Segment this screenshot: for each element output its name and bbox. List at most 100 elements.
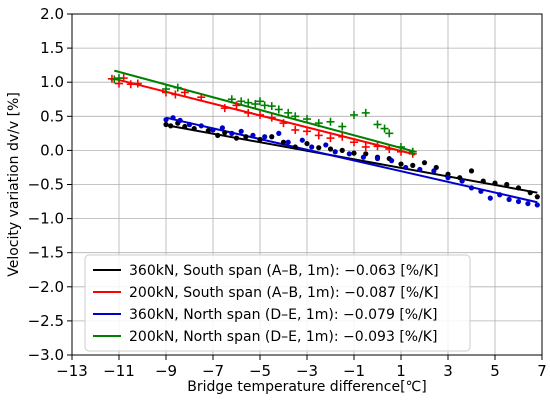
series-2-point <box>487 195 493 201</box>
series-0-point <box>205 128 211 134</box>
y-tick-label: −3.0 <box>28 346 64 364</box>
series-1-fit-line <box>114 77 416 156</box>
series-1-point <box>303 127 311 136</box>
series-0-point <box>163 121 169 128</box>
series-0-point <box>398 161 404 167</box>
series-0-point <box>215 132 221 138</box>
series-3-point <box>227 95 236 104</box>
series-0-point <box>515 185 522 191</box>
y-tick-label: −0.5 <box>28 176 64 194</box>
x-tick-label: −3 <box>296 362 318 380</box>
series-2-point <box>506 196 512 203</box>
x-tick-label: −11 <box>103 362 135 380</box>
y-tick-label: 2.0 <box>40 5 64 23</box>
series-0-point <box>421 160 428 166</box>
series-0-point <box>504 181 510 188</box>
series-2-point <box>210 127 216 133</box>
series-2-point <box>403 164 409 171</box>
series-1-point <box>171 90 180 99</box>
series-2-point <box>323 142 329 148</box>
series-2-point <box>262 134 268 140</box>
series-3-point <box>350 110 358 119</box>
series-0-point <box>292 144 298 150</box>
series-2-point <box>459 178 465 184</box>
series-3-point <box>251 100 260 109</box>
series-1-point <box>291 125 300 134</box>
y-tick-label: −2.0 <box>28 278 64 296</box>
x-tick-label: −13 <box>56 362 88 380</box>
data-points <box>107 74 540 208</box>
legend: 360kN, South span (A–B, 1m): −0.063 [%/K… <box>84 254 471 352</box>
series-0-point <box>269 134 275 140</box>
y-tick-label: 0.5 <box>40 107 64 125</box>
series-2-point <box>229 130 235 136</box>
series-1-point <box>326 134 335 143</box>
series-0-point <box>280 139 287 145</box>
series-2-point <box>238 128 244 134</box>
series-2-point <box>276 130 282 136</box>
series-0-point <box>480 178 486 184</box>
series-0-point <box>468 168 475 174</box>
series-1-point <box>314 131 323 140</box>
series-1-point <box>256 110 264 119</box>
series-3-point <box>373 120 382 129</box>
series-3-point <box>162 85 170 94</box>
series-3-point <box>274 105 283 114</box>
series-3-fit-line <box>114 69 416 153</box>
series-1-point <box>338 132 347 141</box>
series-2-point <box>186 121 193 128</box>
x-tick-label: −7 <box>202 362 224 380</box>
series-3-point <box>397 142 405 151</box>
series-3-point <box>173 83 182 92</box>
y-axis-label: Velocity variation dv/v [%] <box>6 92 22 277</box>
legend-label-1: 200kN, South span (A–B, 1m): −0.087 [%/K… <box>129 285 439 301</box>
series-2-point <box>431 168 437 174</box>
series-0-point <box>182 123 188 130</box>
series-3-point <box>314 119 323 128</box>
series-1-point <box>373 142 382 151</box>
series-3-point <box>244 98 253 107</box>
legend-label-0: 360kN, South span (A–B, 1m): −0.063 [%/K… <box>129 263 439 279</box>
y-tick-label: 1.5 <box>40 39 64 57</box>
legend-box <box>84 254 471 352</box>
series-1-point <box>133 79 142 88</box>
series-2-point <box>525 200 531 207</box>
series-1-point <box>126 80 135 89</box>
series-2-point <box>219 125 225 131</box>
series-2-point <box>198 123 204 129</box>
series-1-point <box>361 142 370 151</box>
series-0-point <box>534 194 540 200</box>
series-3-point <box>303 115 311 124</box>
series-0-point <box>191 125 197 132</box>
series-2-point <box>332 149 338 155</box>
series-1-point <box>232 101 241 110</box>
series-0-point <box>492 180 498 186</box>
series-3-point <box>267 102 276 111</box>
series-2-point <box>163 117 169 123</box>
series-3-point <box>326 117 335 126</box>
y-tick-label: 1.0 <box>40 73 64 91</box>
axis-ticks: −13 −11 −9 −7 −5 −3 −1 1 3 5 7−3.0−2.5−2.0−1.5−1.0… <box>28 5 547 380</box>
series-2-point <box>515 198 522 205</box>
x-tick-label: −5 <box>249 362 271 380</box>
legend-label-2: 360kN, North span (D–E, 1m): −0.079 [%/K… <box>129 307 437 323</box>
series-0-point <box>527 190 533 196</box>
legend-items: 360kN, South span (A–B, 1m): −0.063 [%/K… <box>93 263 439 345</box>
series-1-point <box>197 93 206 102</box>
series-3-point <box>115 74 123 83</box>
series-0-point <box>410 162 416 169</box>
series-3-point <box>291 112 300 121</box>
series-2-fit-line <box>165 116 538 204</box>
y-tick-label: 0.0 <box>40 141 64 159</box>
series-2-point <box>445 175 451 181</box>
series-0-point <box>351 150 357 156</box>
series-0-point <box>327 146 334 152</box>
x-tick-label: 1 <box>396 362 406 380</box>
x-tick-label: 5 <box>490 362 500 380</box>
series-3-point <box>361 108 370 117</box>
series-0-point <box>257 136 263 143</box>
series-0-point <box>339 147 345 153</box>
y-tick-label: −2.5 <box>28 312 64 330</box>
